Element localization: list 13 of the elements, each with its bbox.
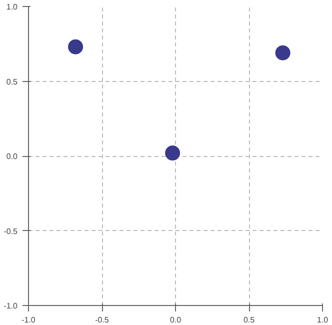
x-tick-label: 1.0 (316, 316, 329, 324)
y-tick-label: 0.5 (6, 77, 18, 86)
point (165, 146, 180, 160)
y-tick-label: -1.0 (4, 302, 18, 310)
x-tick-label: -0.5 (95, 316, 110, 324)
x-tick-label: 0.5 (243, 316, 256, 324)
y-tick-label: 0.0 (6, 152, 18, 161)
y-tick-label: 1.0 (6, 2, 18, 12)
y-tick-label: -0.5 (4, 226, 18, 236)
point (275, 45, 290, 60)
x-tick-label: 0.0 (170, 316, 182, 324)
x-tick-label: -1.0 (22, 316, 36, 324)
point (68, 39, 84, 54)
